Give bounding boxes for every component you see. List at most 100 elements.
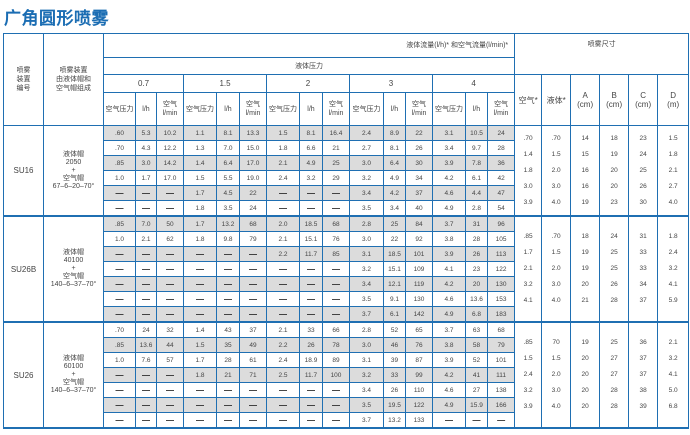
flow-value: 2.2 bbox=[266, 246, 300, 262]
composition-line: 2050 bbox=[65, 158, 82, 166]
size-value: 15 bbox=[581, 150, 589, 158]
size-value: 34 bbox=[639, 281, 647, 288]
table-row: .85 13.6 44 1.5 35 49 2.2 26 78 3.0 46 76 3.8 58 79 bbox=[4, 337, 689, 353]
flow-value: — bbox=[156, 367, 184, 383]
flow-value: — bbox=[135, 412, 157, 429]
flow-value: — bbox=[183, 412, 217, 429]
header-text-line: 空气 bbox=[494, 101, 509, 108]
size-value: 20 bbox=[610, 182, 618, 190]
flow-value: 85 bbox=[322, 246, 350, 262]
flow-value: 122 bbox=[405, 397, 433, 413]
size-value: 3.0 bbox=[523, 182, 533, 190]
flow-value: 29 bbox=[322, 170, 350, 186]
flow-value: — bbox=[266, 382, 300, 398]
flow-value: .85 bbox=[103, 337, 136, 353]
flow-value: 3.4 bbox=[349, 382, 384, 398]
flow-value: 3.9 bbox=[432, 155, 466, 171]
flow-value: 6.8 bbox=[465, 306, 488, 323]
table-row: — — — — — — — — —3.5 9.1 130 4.6 13.6 153 bbox=[4, 291, 689, 307]
header-text-line: (cm) bbox=[606, 100, 623, 109]
flow-value: — bbox=[135, 246, 157, 262]
flow-value: 10.5 bbox=[465, 125, 488, 141]
flow-value: — bbox=[322, 412, 350, 429]
table-row: SU16 液体帽 2050 + 空气帽 67–6–20–70° .60 5.3 10.2 1.1 8… bbox=[3, 125, 690, 217]
flow-value: — bbox=[216, 276, 240, 292]
flow-value: — bbox=[299, 200, 323, 217]
flow-value: 1.4 bbox=[183, 155, 217, 171]
flow-value: 3.2 bbox=[299, 170, 323, 186]
flow-value: 49 bbox=[239, 337, 267, 353]
flow-value: — bbox=[266, 291, 300, 307]
composition-line: 液体帽 bbox=[63, 249, 84, 256]
header-composition: 喷雾装置 由液体帽和 空气帽组成 bbox=[43, 33, 104, 126]
flow-value: 2.4 bbox=[266, 352, 300, 368]
header-sub-col: 空气压力 bbox=[183, 92, 217, 126]
flow-value: — bbox=[103, 397, 136, 413]
flow-value: — bbox=[239, 261, 267, 277]
size-value: 70 bbox=[552, 339, 560, 346]
flow-value: 3.5 bbox=[349, 291, 384, 307]
size-value: 20 bbox=[581, 403, 589, 410]
flow-value: 12.2 bbox=[156, 140, 184, 156]
flow-value: 4.6 bbox=[432, 185, 466, 201]
composition-line: 空气帽 bbox=[63, 174, 84, 182]
flow-value: 110 bbox=[405, 382, 433, 398]
flow-value: 1.8 bbox=[183, 367, 217, 383]
table-row: 1.0 2.1 62 1.8 9.8 79 2.1 15.1 76 3.0 22 92 3.8 28 105 bbox=[4, 231, 689, 247]
flow-value: — bbox=[266, 412, 300, 429]
size-value: 19 bbox=[581, 249, 589, 256]
flow-value: 5.3 bbox=[135, 125, 157, 141]
flow-value: 37 bbox=[405, 185, 433, 201]
table-row: — — — — — — — — —3.5 19.5 122 4.9 15.9 166 bbox=[4, 397, 689, 413]
size-value: 4.1 bbox=[668, 281, 678, 288]
table-row: 1.0 7.6 57 1.7 28 61 2.4 18.9 89 3.1 39 87 3.9 52 101 bbox=[4, 352, 689, 368]
flow-value: 12.1 bbox=[383, 276, 406, 292]
size-value: 19 bbox=[581, 339, 589, 346]
page-title: 广角圆形喷雾 bbox=[4, 9, 109, 29]
size-value: 4.0 bbox=[551, 198, 561, 206]
flow-value: 4.9 bbox=[432, 397, 466, 413]
flow-value: 3.4 bbox=[383, 200, 406, 217]
flow-value: 2.7 bbox=[349, 140, 384, 156]
flow-value: — bbox=[156, 397, 184, 413]
flow-value: 25 bbox=[322, 155, 350, 171]
size-value: 27 bbox=[610, 371, 618, 378]
flow-value: .60 bbox=[103, 125, 136, 141]
flow-value: 100 bbox=[322, 367, 350, 383]
size-value: 18 bbox=[581, 233, 589, 240]
flow-value: — bbox=[135, 276, 157, 292]
header-size-col: C (cm) bbox=[628, 74, 659, 126]
flow-value: 13.6 bbox=[135, 337, 157, 353]
header-text-line: l/h bbox=[390, 105, 399, 113]
flow-value: — bbox=[322, 382, 350, 398]
flow-value: — bbox=[322, 306, 350, 323]
flow-value: 2.8 bbox=[465, 200, 488, 217]
size-value-column: .70 1.5 2.0 3.0 4.0 bbox=[541, 215, 572, 323]
flow-value: — bbox=[239, 382, 267, 398]
flow-value: 8.1 bbox=[299, 125, 323, 141]
size-value: 25 bbox=[610, 265, 618, 272]
header-text-line: (cm) bbox=[635, 100, 652, 109]
header-sub-col: l/h bbox=[299, 92, 323, 126]
size-value: 26 bbox=[639, 182, 647, 190]
flow-value: 66 bbox=[322, 321, 350, 338]
flow-value: — bbox=[103, 291, 136, 307]
header-text-line: 液体* bbox=[546, 95, 566, 105]
flow-value: — bbox=[103, 185, 136, 201]
size-value: 1.5 bbox=[668, 134, 678, 142]
flow-value: 57 bbox=[156, 352, 184, 368]
flow-value: 6.1 bbox=[383, 306, 406, 323]
size-value: 25 bbox=[610, 339, 618, 346]
flow-value: — bbox=[103, 382, 136, 398]
flow-value: — bbox=[239, 397, 267, 413]
flow-value: — bbox=[135, 306, 157, 323]
flow-value: 1.5 bbox=[183, 337, 217, 353]
flow-value: 26 bbox=[299, 337, 323, 353]
flow-value: 3.1 bbox=[349, 352, 384, 368]
flow-value: 4.2 bbox=[383, 185, 406, 201]
size-value-column: .85 1.5 2.4 3.2 3.9 bbox=[514, 321, 543, 429]
header-text-line: 空气 bbox=[412, 101, 426, 108]
flow-value: 3.1 bbox=[432, 125, 466, 141]
flow-value: — bbox=[299, 291, 323, 307]
flow-value: 142 bbox=[405, 306, 433, 323]
